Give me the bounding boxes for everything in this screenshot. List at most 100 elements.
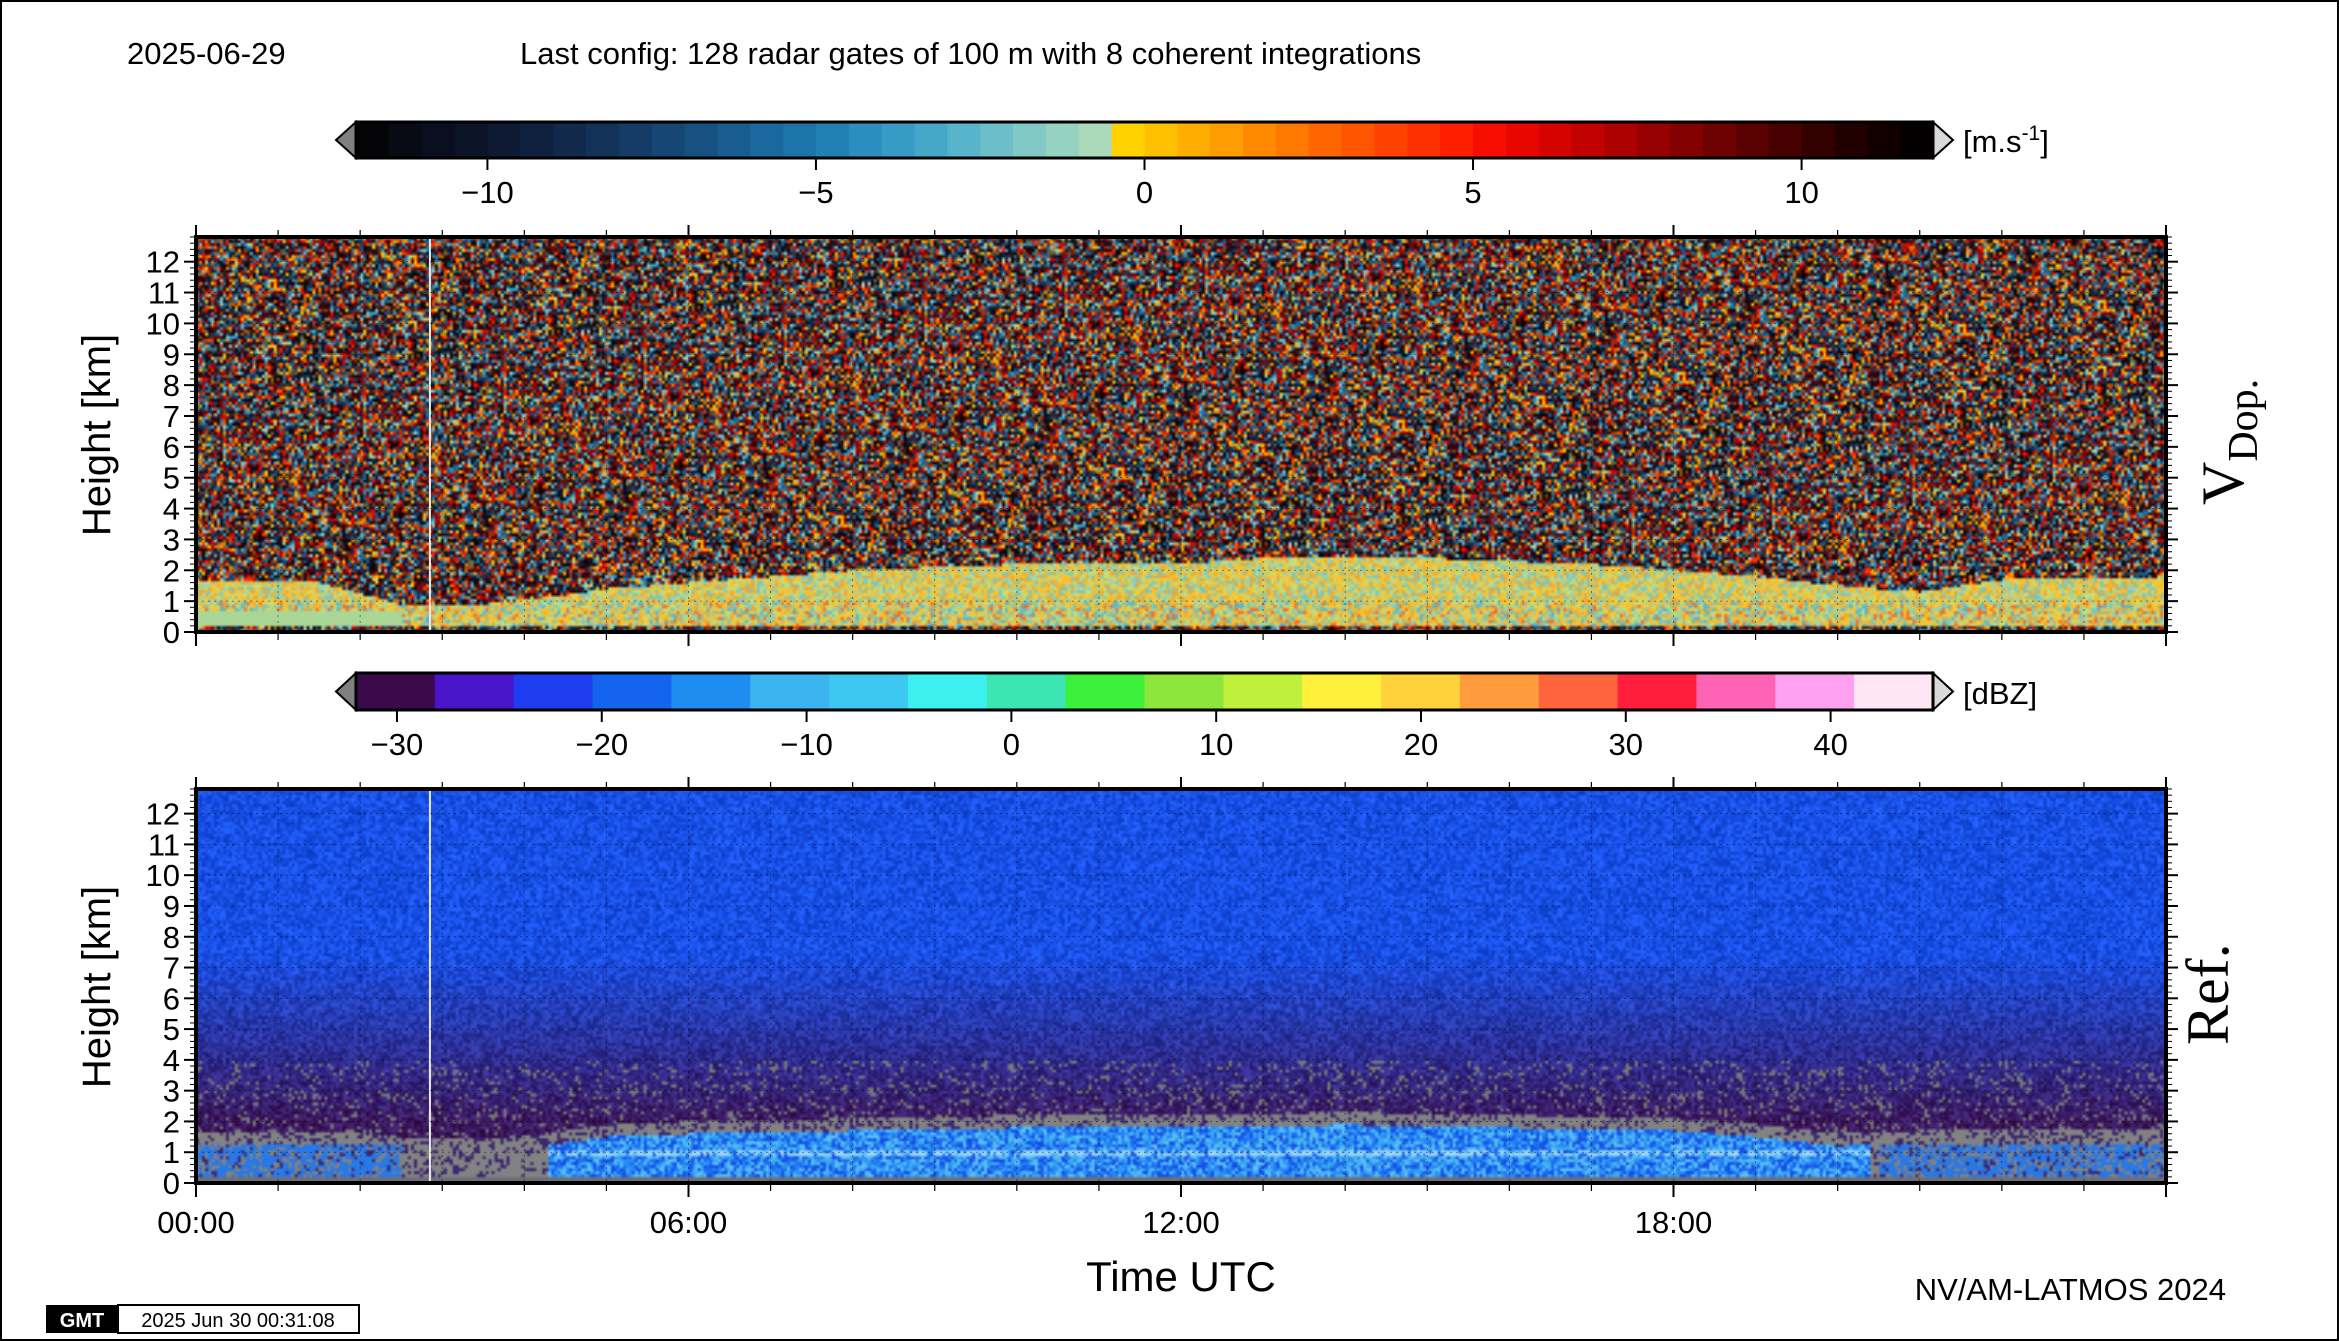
velocity-ytick-label: 4 xyxy=(163,492,180,527)
velocity-colorbar-cell xyxy=(1407,122,1441,158)
reflectivity-colorbar-cell xyxy=(1381,673,1461,710)
velocity-colorbar-cell xyxy=(1144,122,1178,158)
velocity-colorbar-cell xyxy=(1341,122,1376,158)
velocity-ytick-label: 5 xyxy=(163,461,180,496)
reflectivity-ytick-label: 3 xyxy=(163,1074,180,1109)
velocity-colorbar-cell xyxy=(421,122,456,158)
velocity-colorbar-cell xyxy=(1374,122,1408,158)
reflectivity-xtick-label: 18:00 xyxy=(1635,1205,1713,1240)
velocity-colorbar-tick-label: −10 xyxy=(461,175,514,210)
velocity-colorbar-cell xyxy=(1867,122,1901,158)
velocity-colorbar-cell xyxy=(1834,122,1868,158)
velocity-colorbar-cell xyxy=(651,122,686,158)
velocity-ytick-label: 9 xyxy=(163,337,180,372)
velocity-colorbar-cell xyxy=(1440,122,1474,158)
reflectivity-colorbar-frame xyxy=(354,671,1935,712)
reflectivity-ytick-label: 2 xyxy=(163,1104,180,1139)
timestamp-box xyxy=(117,1304,360,1334)
velocity-ytick-label: 2 xyxy=(163,553,180,588)
velocity-unit-label: [m.s-1] xyxy=(1963,122,2049,159)
velocity-ytick-label: 3 xyxy=(163,522,180,557)
velocity-colorbar-cell xyxy=(1604,122,1638,158)
velocity-colorbar-cell xyxy=(717,122,751,158)
velocity-colorbar-tick-label: −5 xyxy=(798,175,833,210)
reflectivity-colorbar-cell xyxy=(1696,673,1776,710)
date-label: 2025-06-29 xyxy=(127,36,286,71)
reflectivity-colorbar: −30 −20 −10 0 10 20 30 40 xyxy=(334,670,1955,762)
reflectivity-ytick-label: 8 xyxy=(163,920,180,955)
reflectivity-colorbar-cell xyxy=(1223,673,1303,710)
reflectivity-colorbar-cell xyxy=(671,673,751,710)
reflectivity-colorbar-cell xyxy=(829,673,909,710)
velocity-colorbar-cell xyxy=(980,122,1014,158)
velocity-ylabel: Height [km] xyxy=(75,334,119,536)
reflectivity-ytick-label: 9 xyxy=(163,889,180,924)
velocity-colorbar-cell xyxy=(848,122,883,158)
velocity-colorbar-tick-label: 5 xyxy=(1464,175,1481,210)
reflectivity-ylabel: Height [km] xyxy=(75,886,119,1088)
velocity-colorbar-cell xyxy=(750,122,784,158)
velocity-ytick-label: 11 xyxy=(148,276,180,311)
reflectivity-ytick-label: 10 xyxy=(146,858,180,893)
reflectivity-colorbar-cell xyxy=(1144,673,1224,710)
velocity-colorbar-cell xyxy=(1243,122,1277,158)
reflectivity-ytick-label: 6 xyxy=(163,981,180,1016)
velocity-panel-label-main: V xyxy=(2190,462,2256,505)
reflectivity-xtick-label: 06:00 xyxy=(650,1205,728,1240)
reflectivity-ytick-label: 7 xyxy=(163,951,180,986)
velocity-panel-label-sub: Dop. xyxy=(2221,379,2267,462)
velocity-colorbar-cell xyxy=(1801,122,1836,158)
velocity-colorbar-cell xyxy=(1735,122,1770,158)
velocity-colorbar-cell xyxy=(585,122,620,158)
velocity-colorbar-cell xyxy=(1670,122,1704,158)
velocity-ytick-label: 8 xyxy=(163,368,180,403)
velocity-ytick-label: 10 xyxy=(146,306,180,341)
velocity-colorbar-cell xyxy=(487,122,521,158)
reflectivity-colorbar-cell xyxy=(1617,673,1698,710)
reflectivity-colorbar-tick-label: −10 xyxy=(780,727,833,762)
reflectivity-ytick-label: 4 xyxy=(163,1043,180,1078)
reflectivity-xtick-label: 12:00 xyxy=(1142,1205,1220,1240)
velocity-colorbar-cell xyxy=(1013,122,1047,158)
reflectivity-colorbar-tick-label: 0 xyxy=(1003,727,1020,762)
reflectivity-colorbar-cell xyxy=(1854,673,1934,710)
velocity-colorbar-cell xyxy=(1078,122,1113,158)
credit-label: NV/AM-LATMOS 2024 xyxy=(1915,1272,2226,1307)
velocity-colorbar-cell xyxy=(914,122,948,158)
velocity-ytick-label: 12 xyxy=(146,245,180,280)
reflectivity-ytick-label: 0 xyxy=(163,1166,180,1201)
velocity-colorbar-cell xyxy=(388,122,423,158)
reflectivity-panel-label: Ref. xyxy=(2175,943,2241,1045)
velocity-colorbar-cell xyxy=(1768,122,1803,158)
velocity-unit-base: [m.s xyxy=(1963,124,2022,159)
velocity-ytick-label: 7 xyxy=(163,399,180,434)
time-xlabel: Time UTC xyxy=(1086,1253,1276,1300)
velocity-colorbar-cell xyxy=(618,122,653,158)
reflectivity-ytick-label: 12 xyxy=(146,797,180,832)
velocity-colorbar-cell xyxy=(553,122,587,158)
timestamp-label: 2025 Jun 30 00:31:08 xyxy=(141,1310,335,1332)
reflectivity-ytick-label: 1 xyxy=(163,1135,180,1170)
reflectivity-colorbar-cell xyxy=(1065,673,1146,710)
velocity-colorbar-cell xyxy=(1045,122,1080,158)
velocity-colorbar-cell xyxy=(783,122,817,158)
velocity-colorbar-tick-label: 0 xyxy=(1136,175,1153,210)
velocity-colorbar-tick-label: 10 xyxy=(1784,175,1818,210)
velocity-colorbar-cell xyxy=(454,122,489,158)
reflectivity-ytick-label: 5 xyxy=(163,1012,180,1047)
velocity-unit-exponent: -1 xyxy=(2022,122,2041,145)
velocity-colorbar: −10 −5 0 5 10 xyxy=(334,119,1955,210)
reflectivity-colorbar-cell xyxy=(1775,673,1855,710)
reflectivity-colorbar-cell xyxy=(1538,673,1619,710)
velocity-colorbar-cell xyxy=(881,122,916,158)
reflectivity-unit-label: [dBZ] xyxy=(1963,676,2037,711)
reflectivity-ytick-label: 11 xyxy=(148,827,180,862)
velocity-colorbar-cell xyxy=(1571,122,1606,158)
velocity-colorbar-cell xyxy=(1473,122,1507,158)
config-label: Last config: 128 radar gates of 100 m wi… xyxy=(520,36,1421,71)
velocity-colorbar-cell xyxy=(520,122,554,158)
reflectivity-colorbar-tick-label: 30 xyxy=(1609,727,1643,762)
